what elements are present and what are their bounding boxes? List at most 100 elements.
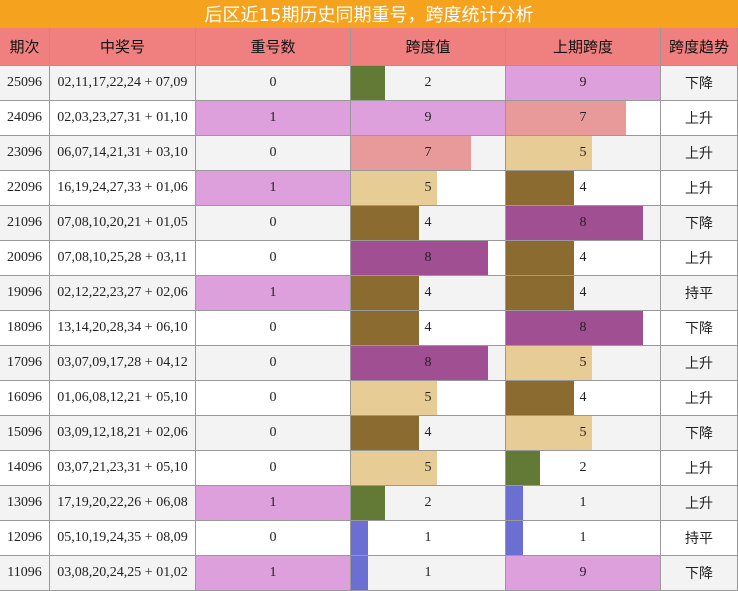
cell-text: 21096 — [7, 215, 42, 230]
cell-text: 5 — [579, 425, 587, 440]
span-bar — [506, 521, 524, 555]
cell-text: 5 — [424, 180, 432, 195]
cell-text: 03,09,12,18,21 + 02,06 — [57, 425, 188, 440]
cell-text: 25096 — [7, 75, 42, 90]
cell-text: 17096 — [7, 355, 42, 370]
data-cell: 持平 — [661, 276, 738, 311]
data-cell: 0 — [196, 451, 351, 486]
cell-text: 期次 — [9, 38, 40, 56]
cell-text: 13,14,20,28,34 + 06,10 — [57, 320, 188, 335]
data-cell: 下降 — [661, 416, 738, 451]
data-cell: 上升 — [661, 486, 738, 521]
cell-text: 07,08,10,25,28 + 03,11 — [57, 250, 188, 265]
cell-text: 0 — [269, 530, 277, 545]
data-cell: 23096 — [0, 136, 50, 171]
span-bar — [351, 486, 386, 520]
data-cell: 0 — [196, 66, 351, 101]
span-bar — [506, 136, 592, 170]
cell-text: 5 — [579, 355, 587, 370]
data-cell: 上升 — [661, 136, 738, 171]
data-cell: 4 — [506, 276, 661, 311]
data-cell: 8 — [506, 206, 661, 241]
cell-text: 4 — [424, 425, 432, 440]
cell-text: 8 — [579, 215, 587, 230]
data-cell: 上升 — [661, 241, 738, 276]
span-bar — [506, 101, 626, 135]
span-bar — [351, 311, 420, 345]
data-cell: 1 — [196, 486, 351, 521]
cell-text: 24096 — [7, 110, 42, 125]
data-cell: 9 — [506, 556, 661, 591]
cell-text: 5 — [579, 145, 587, 160]
cell-text: 20096 — [7, 250, 42, 265]
header-cell: 中奖号 — [50, 28, 196, 66]
span-bar — [351, 206, 420, 240]
cell-text: 2 — [424, 75, 432, 90]
data-cell: 8 — [351, 241, 506, 276]
cell-text: 跨度趋势 — [668, 38, 729, 56]
span-bar — [506, 66, 660, 100]
span-bar — [506, 241, 575, 275]
cell-text: 02,03,23,27,31 + 01,10 — [57, 110, 188, 125]
span-bar — [506, 451, 541, 485]
cell-text: 1 — [269, 285, 277, 300]
data-cell: 0 — [196, 521, 351, 556]
data-cell: 1 — [196, 556, 351, 591]
data-cell: 03,09,12,18,21 + 02,06 — [50, 416, 196, 451]
span-bar — [351, 381, 437, 415]
data-cell: 1 — [196, 276, 351, 311]
data-cell: 1 — [506, 521, 661, 556]
cell-text: 0 — [269, 425, 277, 440]
data-cell: 0 — [196, 136, 351, 171]
data-cell: 1 — [196, 171, 351, 206]
data-cell: 0 — [196, 346, 351, 381]
cell-text: 上升 — [685, 181, 713, 197]
cell-text: 4 — [579, 390, 587, 405]
data-cell: 下降 — [661, 311, 738, 346]
data-cell: 4 — [506, 381, 661, 416]
data-cell: 5 — [506, 416, 661, 451]
cell-text: 5 — [424, 390, 432, 405]
span-bar — [351, 416, 420, 450]
data-cell: 0 — [196, 206, 351, 241]
data-cell: 15096 — [0, 416, 50, 451]
data-cell: 11096 — [0, 556, 50, 591]
data-cell: 2 — [351, 486, 506, 521]
header-cell: 跨度趋势 — [661, 28, 738, 66]
cell-text: 1 — [269, 565, 277, 580]
cell-text: 9 — [424, 110, 432, 125]
data-cell: 18096 — [0, 311, 50, 346]
data-cell: 07,08,10,20,21 + 01,05 — [50, 206, 196, 241]
cell-text: 14096 — [7, 460, 42, 475]
data-cell: 5 — [351, 171, 506, 206]
cell-text: 上升 — [685, 356, 713, 372]
span-bar — [351, 101, 505, 135]
cell-text: 4 — [424, 215, 432, 230]
cell-text: 4 — [424, 320, 432, 335]
cell-text: 19096 — [7, 285, 42, 300]
cell-text: 下降 — [685, 321, 713, 337]
cell-text: 上升 — [685, 496, 713, 512]
data-cell: 03,07,09,17,28 + 04,12 — [50, 346, 196, 381]
data-cell: 06,07,14,21,31 + 03,10 — [50, 136, 196, 171]
data-cell: 2 — [351, 66, 506, 101]
data-cell: 1 — [196, 101, 351, 136]
span-bar — [506, 486, 524, 520]
cell-text: 0 — [269, 390, 277, 405]
cell-text: 0 — [269, 75, 277, 90]
cell-text: 重号数 — [250, 38, 296, 56]
span-bar — [351, 171, 437, 205]
data-cell: 下降 — [661, 66, 738, 101]
cell-text: 0 — [269, 145, 277, 160]
cell-text: 1 — [424, 530, 432, 545]
data-cell: 9 — [506, 66, 661, 101]
cell-text: 0 — [269, 250, 277, 265]
cell-text: 4 — [579, 180, 587, 195]
data-cell: 0 — [196, 241, 351, 276]
span-bar — [351, 66, 386, 100]
data-cell: 4 — [351, 311, 506, 346]
cell-text: 07,08,10,20,21 + 01,05 — [57, 215, 188, 230]
cell-text: 1 — [269, 495, 277, 510]
data-cell: 上升 — [661, 101, 738, 136]
cell-text: 2 — [579, 460, 587, 475]
